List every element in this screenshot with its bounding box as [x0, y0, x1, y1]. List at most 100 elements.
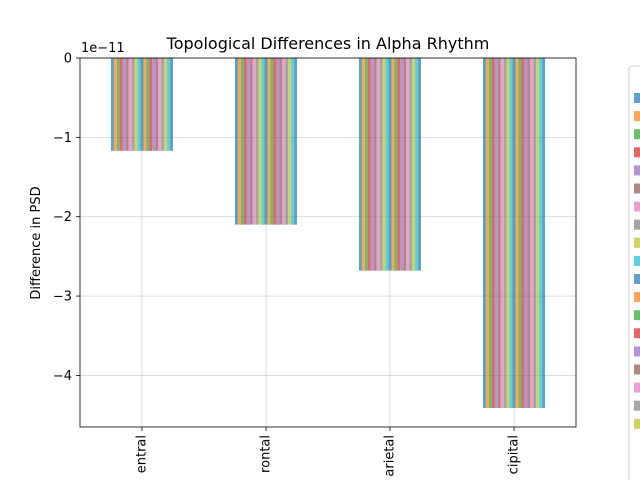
bar-occipital-3 — [488, 58, 492, 408]
bar-central-4 — [119, 58, 123, 151]
bar-occipital-12 — [515, 58, 519, 408]
bar-occipital-13 — [518, 58, 522, 408]
bar-parietal-4 — [367, 58, 371, 271]
legend-swatch-3 — [634, 129, 640, 140]
legend-swatch-6 — [634, 183, 640, 194]
y-tick-label: −2 — [53, 210, 72, 225]
bar-frontal-3 — [240, 58, 244, 225]
legend-swatch-4 — [634, 147, 640, 158]
bar-central-2 — [113, 58, 117, 151]
bar-central-7 — [128, 58, 132, 151]
x-tick-label: cipital — [507, 435, 522, 474]
bar-parietal-7 — [376, 58, 380, 271]
bar-frontal-14 — [273, 58, 277, 225]
bar-parietal-1 — [359, 58, 362, 271]
bar-central-5 — [122, 58, 126, 151]
bar-frontal-21 — [294, 58, 297, 225]
legend-swatch-16 — [634, 364, 640, 375]
legend-frame — [628, 65, 640, 480]
y-tick-label: −1 — [53, 131, 72, 146]
bar-occipital-1 — [483, 58, 486, 408]
bar-central-21 — [170, 58, 173, 151]
plot-area-frame — [79, 57, 577, 428]
bar-parietal-15 — [400, 58, 404, 271]
bar-frontal-15 — [276, 58, 280, 225]
bar-central-12 — [143, 58, 147, 151]
bar-occipital-10 — [509, 58, 513, 408]
bar-parietal-9 — [382, 58, 386, 271]
legend-swatch-9 — [634, 237, 640, 248]
y-tick-label: 0 — [64, 52, 72, 67]
bar-parietal-19 — [412, 58, 416, 271]
legend-swatch-12 — [634, 292, 640, 303]
bars — [111, 58, 545, 408]
bar-central-8 — [131, 58, 135, 151]
x-tick-label: entral — [135, 435, 150, 473]
bar-parietal-5 — [370, 58, 374, 271]
y-axis-label: Difference in PSD — [29, 186, 44, 299]
bar-occipital-5 — [494, 58, 498, 408]
x-axis-ticks: entral rontal arietal cipital — [135, 427, 522, 477]
bar-frontal-16 — [279, 58, 283, 225]
bar-occipital-20 — [539, 58, 543, 408]
legend-swatch-7 — [634, 201, 640, 212]
bar-parietal-2 — [361, 58, 365, 271]
bar-parietal-20 — [415, 58, 419, 271]
bar-frontal-6 — [249, 58, 253, 225]
y-tick-label: −4 — [53, 369, 72, 384]
legend-swatch-8 — [634, 219, 640, 230]
chart-title: Topological Differences in Alpha Rhythm — [166, 34, 490, 53]
bar-central-18 — [161, 58, 165, 151]
legend-swatch-18 — [634, 400, 640, 411]
bar-parietal-10 — [385, 58, 389, 271]
bar-central-6 — [125, 58, 129, 151]
bar-central-11 — [140, 58, 144, 151]
bar-central-1 — [111, 58, 114, 151]
legend-items — [634, 93, 640, 429]
bar-central-9 — [134, 58, 138, 151]
bar-occipital-2 — [485, 58, 489, 408]
bar-parietal-17 — [406, 58, 410, 271]
y-axis-ticks: 0 −1 −2 −3 −4 — [53, 52, 80, 384]
bar-frontal-19 — [288, 58, 292, 225]
bar-central-19 — [164, 58, 168, 151]
bar-frontal-17 — [282, 58, 286, 225]
bar-frontal-11 — [264, 58, 268, 225]
legend-swatch-2 — [634, 111, 640, 122]
bar-occipital-9 — [506, 58, 510, 408]
bar-occipital-7 — [500, 58, 504, 408]
y-tick-label: −3 — [53, 290, 72, 305]
bar-frontal-4 — [243, 58, 247, 225]
bar-frontal-2 — [237, 58, 241, 225]
bar-occipital-19 — [536, 58, 540, 408]
bar-occipital-11 — [512, 58, 516, 408]
bar-occipital-15 — [524, 58, 528, 408]
bar-central-20 — [167, 58, 171, 151]
bar-central-17 — [158, 58, 162, 151]
x-tick-label: arietal — [383, 435, 398, 477]
bar-parietal-11 — [388, 58, 392, 271]
bar-parietal-6 — [373, 58, 377, 271]
legend — [628, 65, 640, 480]
bar-frontal-10 — [261, 58, 265, 225]
bar-occipital-6 — [497, 58, 501, 408]
bar-occipital-14 — [521, 58, 525, 408]
bar-parietal-3 — [364, 58, 368, 271]
bar-frontal-18 — [285, 58, 289, 225]
bar-occipital-16 — [527, 58, 531, 408]
bar-frontal-1 — [235, 58, 238, 225]
bar-parietal-12 — [391, 58, 395, 271]
bar-frontal-12 — [267, 58, 271, 225]
y-axis-offset-text: 1e−11 — [81, 41, 125, 56]
bar-parietal-16 — [403, 58, 407, 271]
legend-swatch-13 — [634, 310, 640, 321]
bar-central-15 — [152, 58, 156, 151]
legend-swatch-11 — [634, 274, 640, 284]
bar-parietal-13 — [394, 58, 398, 271]
bar-occipital-18 — [533, 58, 537, 408]
bar-parietal-18 — [409, 58, 413, 271]
bar-occipital-21 — [542, 58, 545, 408]
bar-central-16 — [155, 58, 159, 151]
bar-frontal-7 — [252, 58, 256, 225]
